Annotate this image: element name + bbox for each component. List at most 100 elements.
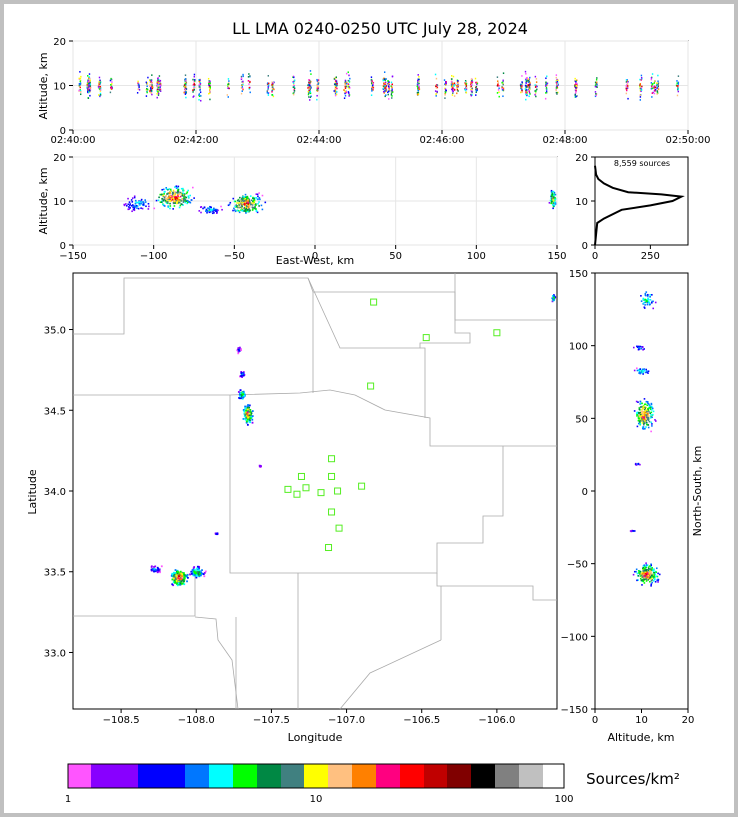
time-height-source (309, 86, 311, 89)
east-west-source (246, 209, 249, 211)
time-height-source (444, 83, 446, 85)
time-height-source (546, 82, 549, 85)
time-height-source (384, 90, 386, 92)
time-height-source (347, 79, 349, 82)
east-west-source (144, 201, 147, 203)
time-height-ylabel: Altitude, km (37, 52, 50, 119)
time-height-source (184, 84, 187, 86)
altitude-ns-source (637, 347, 640, 349)
time-height-source (525, 92, 528, 95)
time-height-source (625, 92, 628, 95)
time-height-source (557, 91, 559, 94)
time-height-source (525, 89, 527, 92)
time-height-source (145, 95, 148, 97)
time-height-source (334, 83, 336, 86)
east-west-source (554, 193, 557, 196)
time-height-source (227, 82, 230, 84)
time-height-source (151, 87, 154, 90)
altitude-ns-source (651, 576, 653, 578)
time-height-source (157, 79, 159, 82)
time-height-source (639, 96, 642, 98)
time-height-source (242, 75, 244, 78)
time-height-source (451, 75, 453, 77)
time-height-source (146, 90, 148, 93)
plan-view-source (242, 396, 245, 399)
time-height-source (317, 82, 320, 84)
time-height-source (526, 94, 528, 97)
time-height-source (193, 95, 195, 98)
time-height-source (316, 84, 318, 86)
time-height-source (653, 87, 655, 89)
altitude-ns-source (651, 568, 653, 571)
plan-view-source (240, 371, 243, 373)
altitude-ns-source (654, 419, 656, 421)
altitude-ns-source (643, 568, 646, 571)
time-height-source (445, 82, 447, 84)
time-height-source (521, 75, 523, 77)
altitude-ns-source (643, 369, 646, 372)
time-height-source (89, 89, 92, 91)
east-west-source (252, 202, 255, 205)
time-height-source (654, 88, 657, 91)
time-height-source (417, 79, 419, 82)
county-border (229, 395, 504, 574)
time-height-source (228, 87, 230, 90)
east-west-source (140, 207, 142, 209)
east-west-source (264, 201, 267, 204)
time-height-source (157, 86, 160, 89)
east-west-source (251, 209, 254, 211)
east-west-source (182, 204, 184, 206)
altitude-ns-xtick-label: 10 (635, 715, 648, 726)
colorbar-cell (257, 764, 281, 788)
east-west-source (550, 200, 553, 203)
east-west-source (238, 202, 241, 205)
altitude-ns-source (650, 585, 652, 587)
plan-view-xtick-label: −108.0 (178, 715, 215, 726)
east-west-source (134, 202, 137, 205)
east-west-source (165, 187, 168, 189)
time-height-source (109, 79, 112, 82)
east-west-source (210, 209, 213, 212)
east-west-source (189, 201, 192, 204)
time-height-source (417, 81, 419, 84)
time-height-source (527, 79, 530, 81)
time-height-source (450, 88, 453, 91)
time-height-source (156, 96, 158, 99)
time-height-source (248, 73, 250, 75)
east-west-source (187, 189, 190, 192)
time-height-source (89, 83, 92, 86)
time-height-source (470, 94, 473, 97)
time-height-source (418, 88, 420, 91)
plan-view-source (240, 397, 242, 400)
time-height-source (388, 98, 390, 100)
time-height-source (456, 87, 458, 90)
east-west-source (132, 204, 135, 207)
time-height-source (209, 80, 211, 83)
time-height-source (335, 86, 337, 89)
plan-view-source (178, 580, 181, 582)
time-height-source (535, 81, 538, 83)
plan-view-source (153, 568, 156, 571)
time-height-source (89, 94, 91, 97)
east-west-source (169, 205, 172, 207)
time-height-source (157, 82, 159, 84)
altitude-ns-source (639, 368, 642, 370)
altitude-ns-source (650, 301, 653, 304)
time-height-source (650, 78, 653, 81)
time-height-source (157, 90, 159, 93)
time-height-source (496, 92, 499, 94)
east-west-source (183, 196, 185, 199)
lma-station-marker (493, 329, 501, 337)
time-height-source (388, 84, 391, 87)
county-border (73, 389, 557, 447)
east-west-source (184, 198, 187, 201)
time-height-source (370, 78, 373, 81)
plan-view-source (180, 582, 183, 585)
time-height-source (546, 91, 548, 94)
plan-view-source (197, 569, 200, 572)
altitude-ns-source (644, 415, 646, 417)
east-west-source (258, 192, 260, 194)
plan-view-source (178, 571, 181, 574)
time-height-source (387, 85, 390, 88)
altitude-ns-source (645, 578, 648, 580)
